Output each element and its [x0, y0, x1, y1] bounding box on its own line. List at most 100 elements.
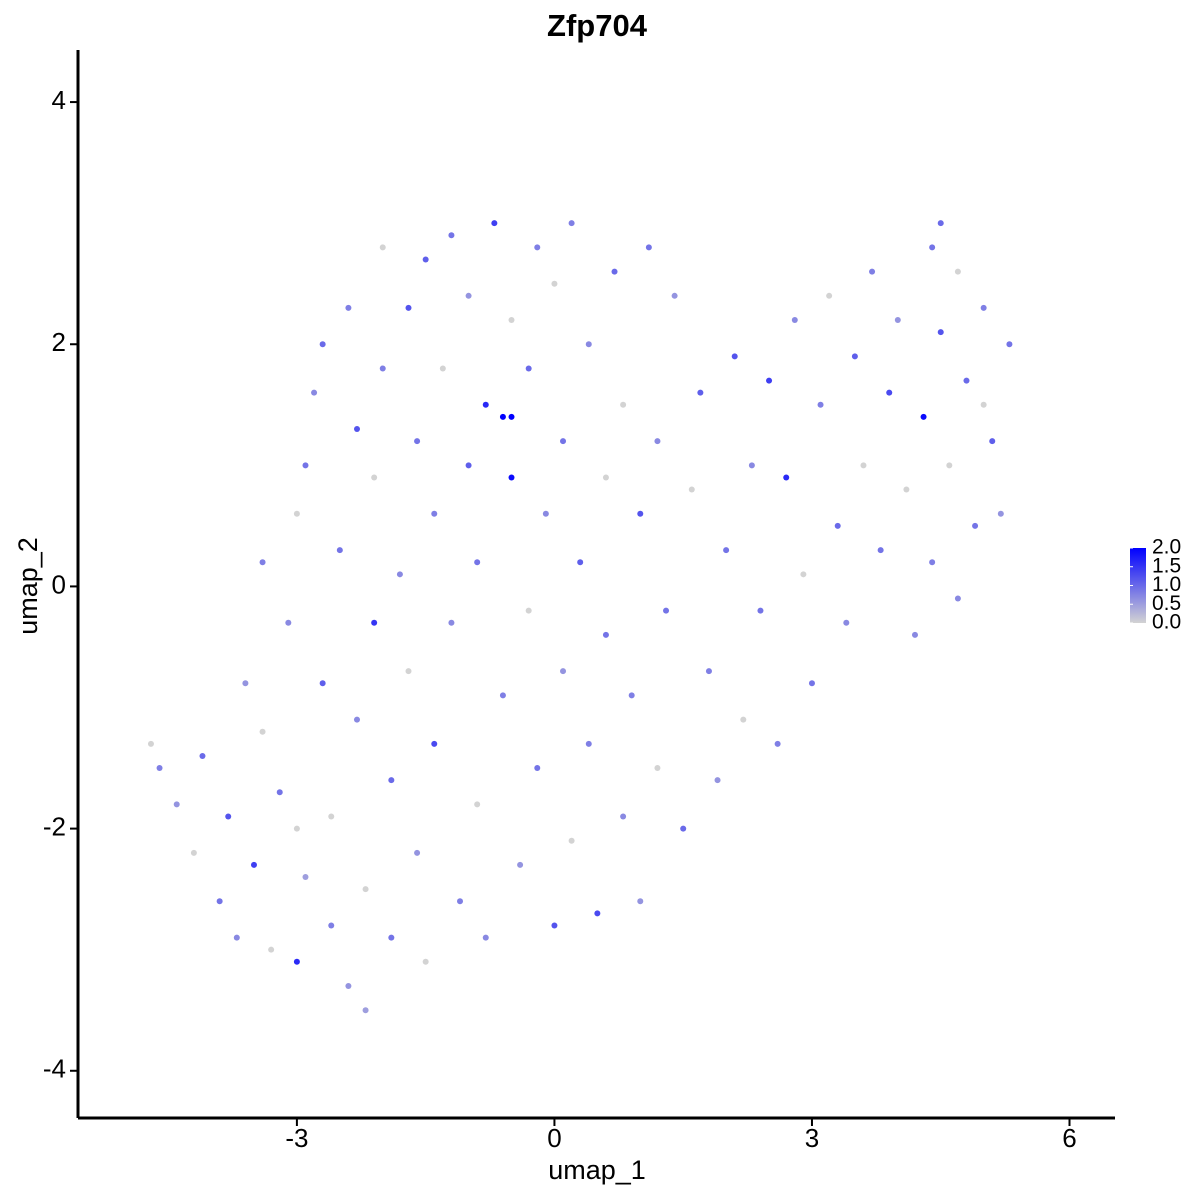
- cell-point: [379, 365, 386, 372]
- cell-point: [542, 510, 549, 517]
- cell-point: [173, 801, 180, 808]
- cell-point: [328, 922, 335, 929]
- cell-point: [791, 317, 798, 324]
- cell-point: [954, 595, 961, 602]
- cell-point: [680, 825, 687, 832]
- cell-point: [293, 825, 300, 832]
- cell-point: [929, 244, 936, 251]
- cell-point: [371, 619, 378, 626]
- cell-point: [242, 680, 249, 687]
- cell-point: [225, 813, 232, 820]
- cell-point: [594, 910, 601, 917]
- cell-point: [414, 438, 421, 445]
- cell-point: [568, 220, 575, 227]
- cell-point: [508, 413, 515, 420]
- x-tick-label: 3: [805, 1123, 819, 1153]
- cell-point: [577, 559, 584, 566]
- cell-point: [1006, 341, 1013, 348]
- cell-point: [911, 631, 918, 638]
- cell-point: [671, 292, 678, 299]
- cell-point: [886, 389, 893, 396]
- cell-point: [190, 849, 197, 856]
- cell-point: [929, 559, 936, 566]
- cell-point: [147, 740, 154, 747]
- cell-point: [353, 426, 360, 433]
- cell-point: [568, 837, 575, 844]
- cell-point: [628, 692, 635, 699]
- cell-point: [560, 438, 567, 445]
- cell-point: [980, 401, 987, 408]
- chart-title: Zfp704: [547, 8, 648, 43]
- cell-point: [474, 801, 481, 808]
- cell-point: [439, 365, 446, 372]
- cell-point: [259, 559, 266, 566]
- cell-point: [465, 292, 472, 299]
- y-tick-label: -2: [43, 811, 66, 841]
- cell-point: [319, 341, 326, 348]
- x-tick-label: -3: [285, 1123, 308, 1153]
- cell-point: [499, 413, 506, 420]
- cell-point: [663, 607, 670, 614]
- cell-point: [997, 510, 1004, 517]
- cell-point: [302, 874, 309, 881]
- cell-point: [311, 389, 318, 396]
- x-tick-label: 6: [1062, 1123, 1076, 1153]
- cell-point: [869, 268, 876, 275]
- cell-point: [937, 220, 944, 227]
- cell-point: [482, 934, 489, 941]
- cell-point: [499, 692, 506, 699]
- cell-point: [731, 353, 738, 360]
- cell-point: [216, 898, 223, 905]
- cell-point: [396, 571, 403, 578]
- x-axis-label: umap_1: [548, 1155, 646, 1185]
- cell-point: [843, 619, 850, 626]
- cell-point: [302, 462, 309, 469]
- cell-point: [748, 462, 755, 469]
- cell-point: [740, 716, 747, 723]
- cell-point: [688, 486, 695, 493]
- cell-point: [156, 765, 163, 772]
- cell-point: [431, 740, 438, 747]
- cell-point: [457, 898, 464, 905]
- cell-point: [371, 474, 378, 481]
- cell-point: [336, 547, 343, 554]
- cell-point: [714, 777, 721, 784]
- cell-point: [637, 510, 644, 517]
- colorbar: [1130, 548, 1146, 623]
- cell-point: [602, 631, 609, 638]
- cell-point: [877, 547, 884, 554]
- cell-point: [525, 365, 532, 372]
- cell-point: [482, 401, 489, 408]
- cell-point: [817, 401, 824, 408]
- colorbar-tick-label: 1.5: [1152, 554, 1181, 577]
- cell-point: [757, 607, 764, 614]
- cell-point: [388, 777, 395, 784]
- y-tick-label: 4: [52, 85, 66, 115]
- cell-point: [937, 329, 944, 336]
- cell-point: [259, 728, 266, 735]
- cell-point: [508, 317, 515, 324]
- cell-point: [345, 304, 352, 311]
- cell-point: [491, 220, 498, 227]
- cell-point: [517, 861, 524, 868]
- cell-point: [808, 680, 815, 687]
- cell-point: [508, 474, 515, 481]
- cell-point: [894, 317, 901, 324]
- cell-point: [697, 389, 704, 396]
- cell-point: [954, 268, 961, 275]
- cell-point: [645, 244, 652, 251]
- cell-point: [611, 268, 618, 275]
- y-axis-label: umap_2: [13, 537, 43, 635]
- cell-point: [465, 462, 472, 469]
- cell-point: [654, 438, 661, 445]
- cell-point: [620, 813, 627, 820]
- cell-point: [972, 522, 979, 529]
- colorbar-tick-label: 2.0: [1152, 536, 1181, 559]
- cell-point: [989, 438, 996, 445]
- cell-point: [766, 377, 773, 384]
- cell-point: [826, 292, 833, 299]
- cell-point: [654, 765, 661, 772]
- colorbar-tick-label: 0.0: [1152, 611, 1181, 634]
- cell-point: [353, 716, 360, 723]
